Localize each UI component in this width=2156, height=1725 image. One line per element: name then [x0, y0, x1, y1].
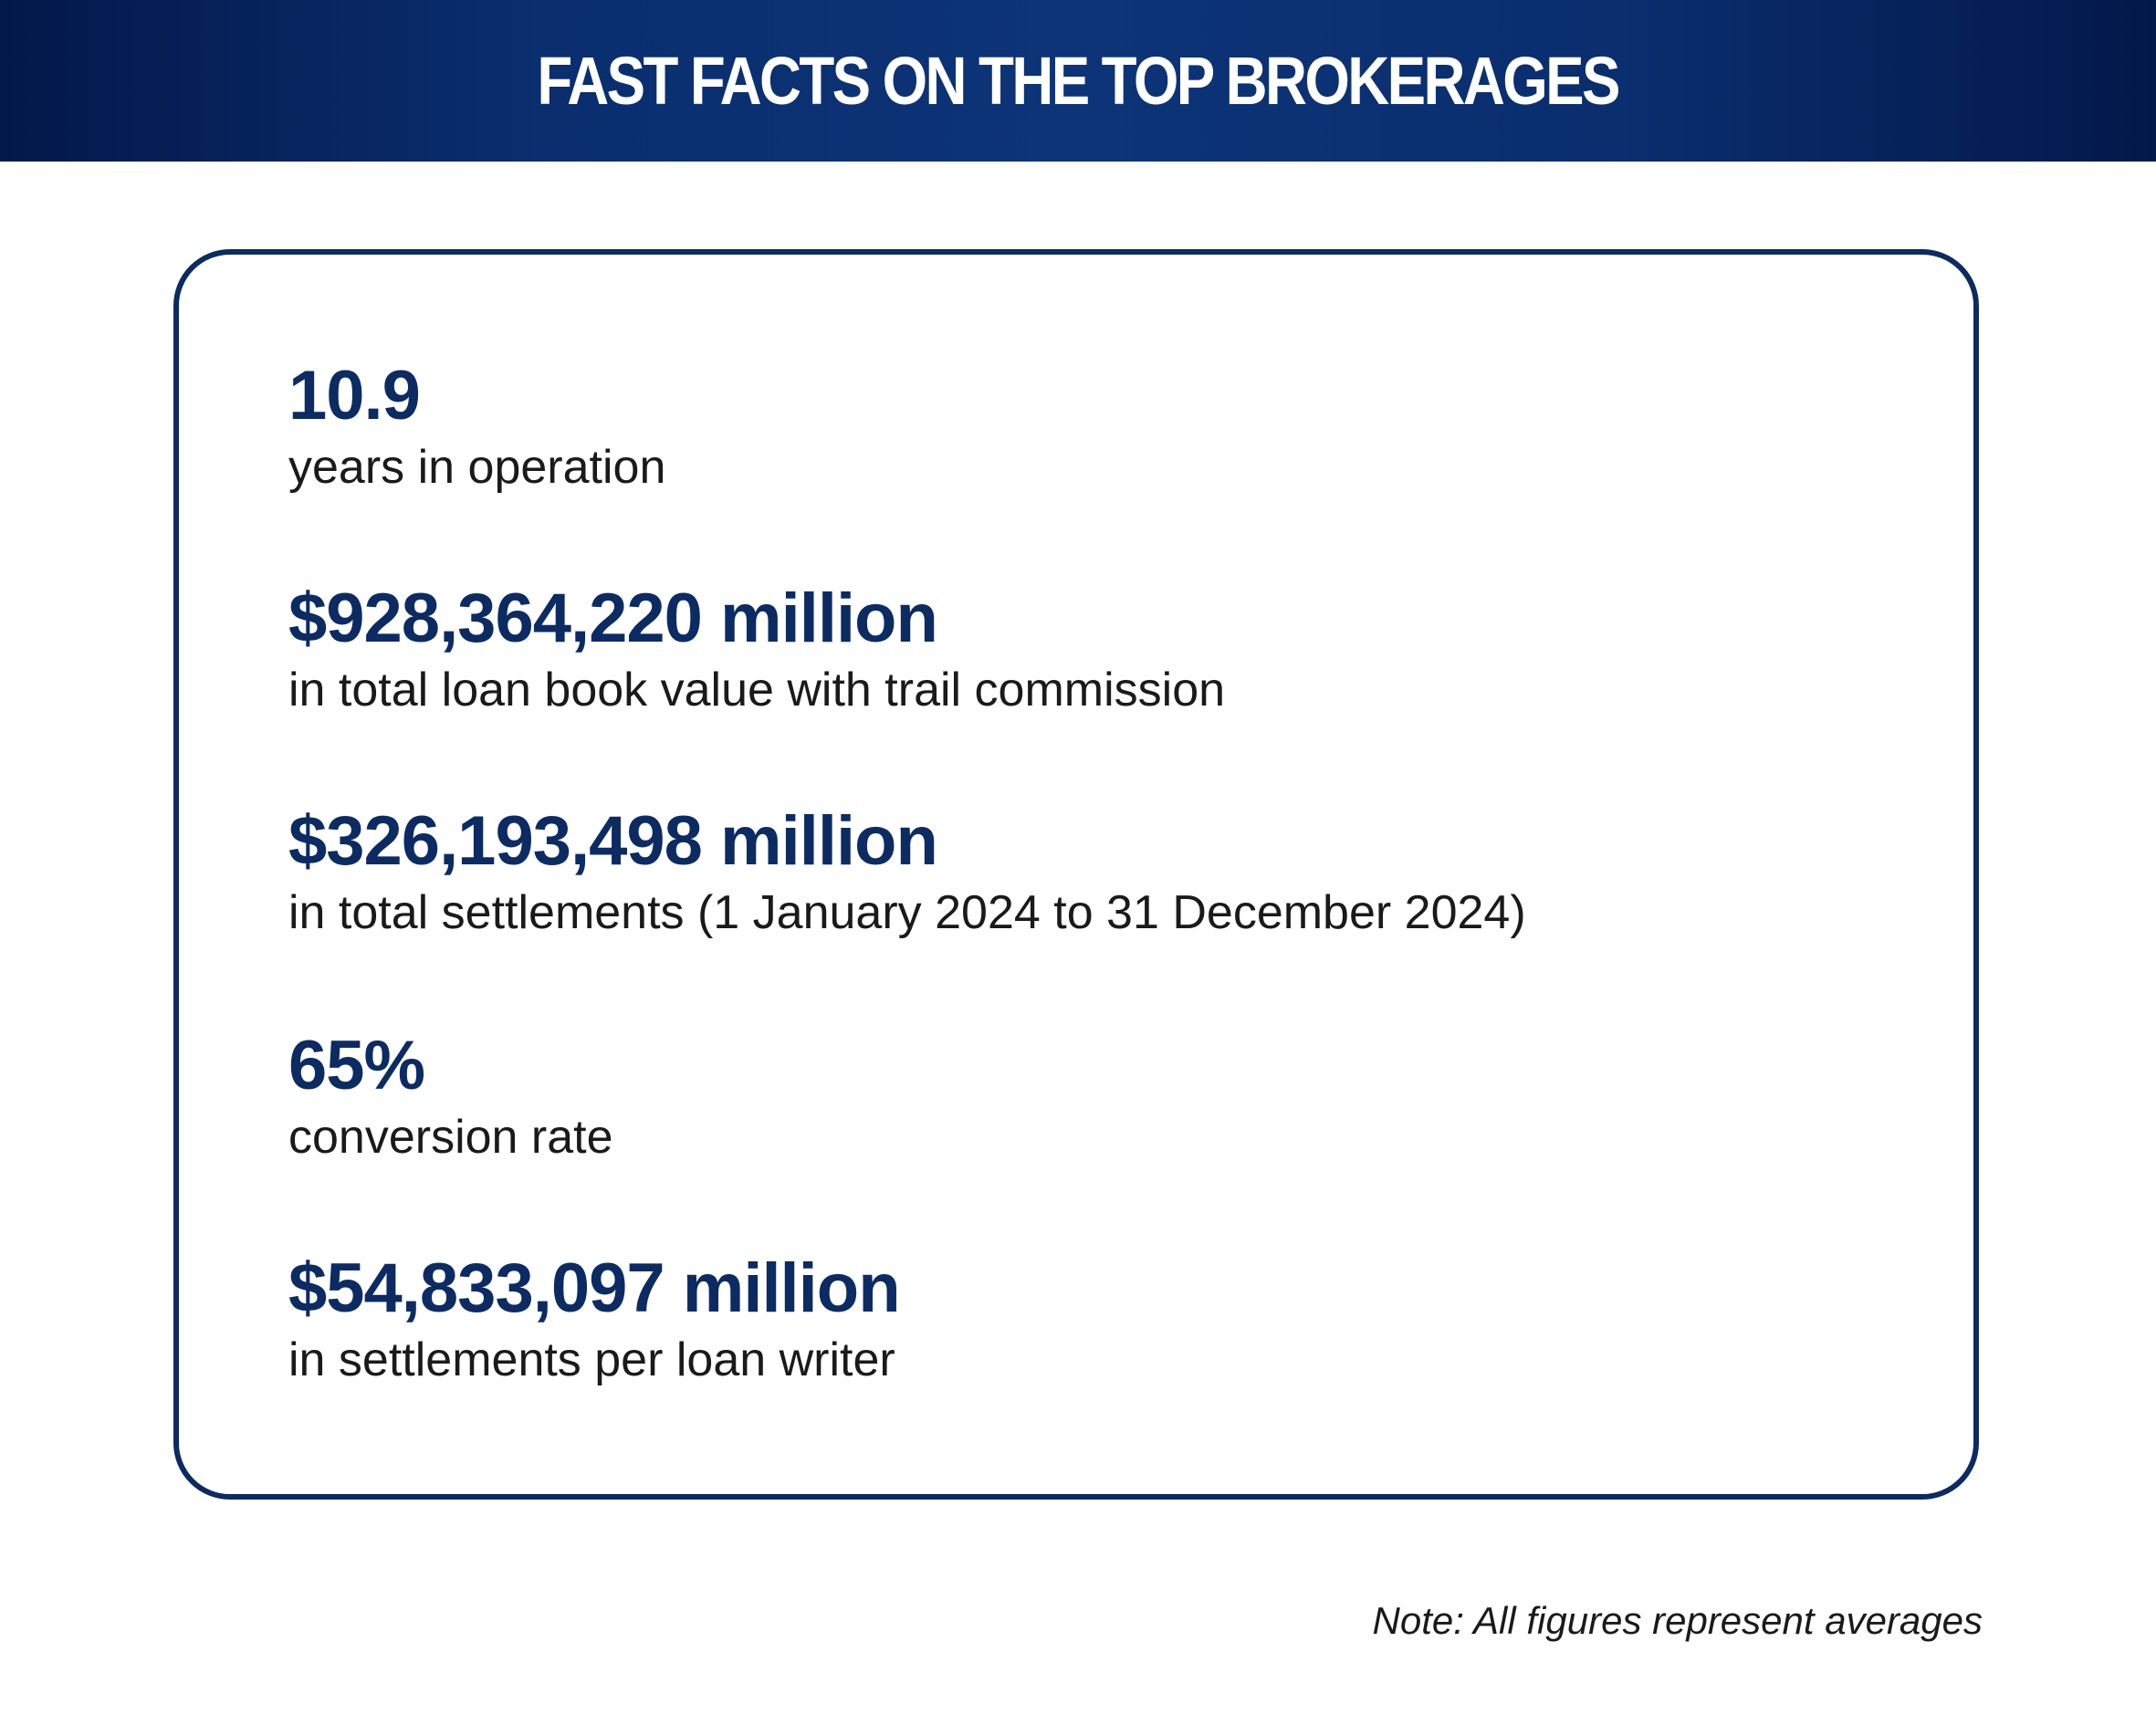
- fact-label: conversion rate: [288, 1111, 613, 1164]
- footnote: Note: All figures represent averages: [1372, 1599, 1983, 1642]
- fact-conversion-rate: 65% conversion rate: [288, 1027, 613, 1166]
- facts-card: 10.9 years in operation $928,364,220 mil…: [173, 249, 1979, 1500]
- header-banner: FAST FACTS ON THE TOP BROKERAGES: [0, 0, 2156, 162]
- fact-value: $326,193,498 million: [288, 802, 938, 880]
- fact-label: in total loan book value with trail comm…: [288, 664, 1226, 716]
- fact-value: 65%: [288, 1027, 425, 1104]
- fact-total-loan-book: $928,364,220 million in total loan book …: [288, 580, 1225, 718]
- fact-label: in settlements per loan writer: [288, 1333, 895, 1386]
- fact-value: 10.9: [288, 357, 421, 434]
- fact-years-in-operation: 10.9 years in operation: [288, 357, 665, 496]
- fact-label: in total settlements (1 January 2024 to …: [288, 886, 1526, 939]
- fact-label: years in operation: [288, 441, 666, 494]
- fact-value: $928,364,220 million: [288, 580, 938, 657]
- page-title: FAST FACTS ON THE TOP BROKERAGES: [537, 43, 1621, 119]
- fact-total-settlements: $326,193,498 million in total settlement…: [288, 802, 1526, 941]
- fact-value: $54,833,097 million: [288, 1249, 901, 1327]
- fact-settlements-per-writer: $54,833,097 million in settlements per l…: [288, 1249, 901, 1388]
